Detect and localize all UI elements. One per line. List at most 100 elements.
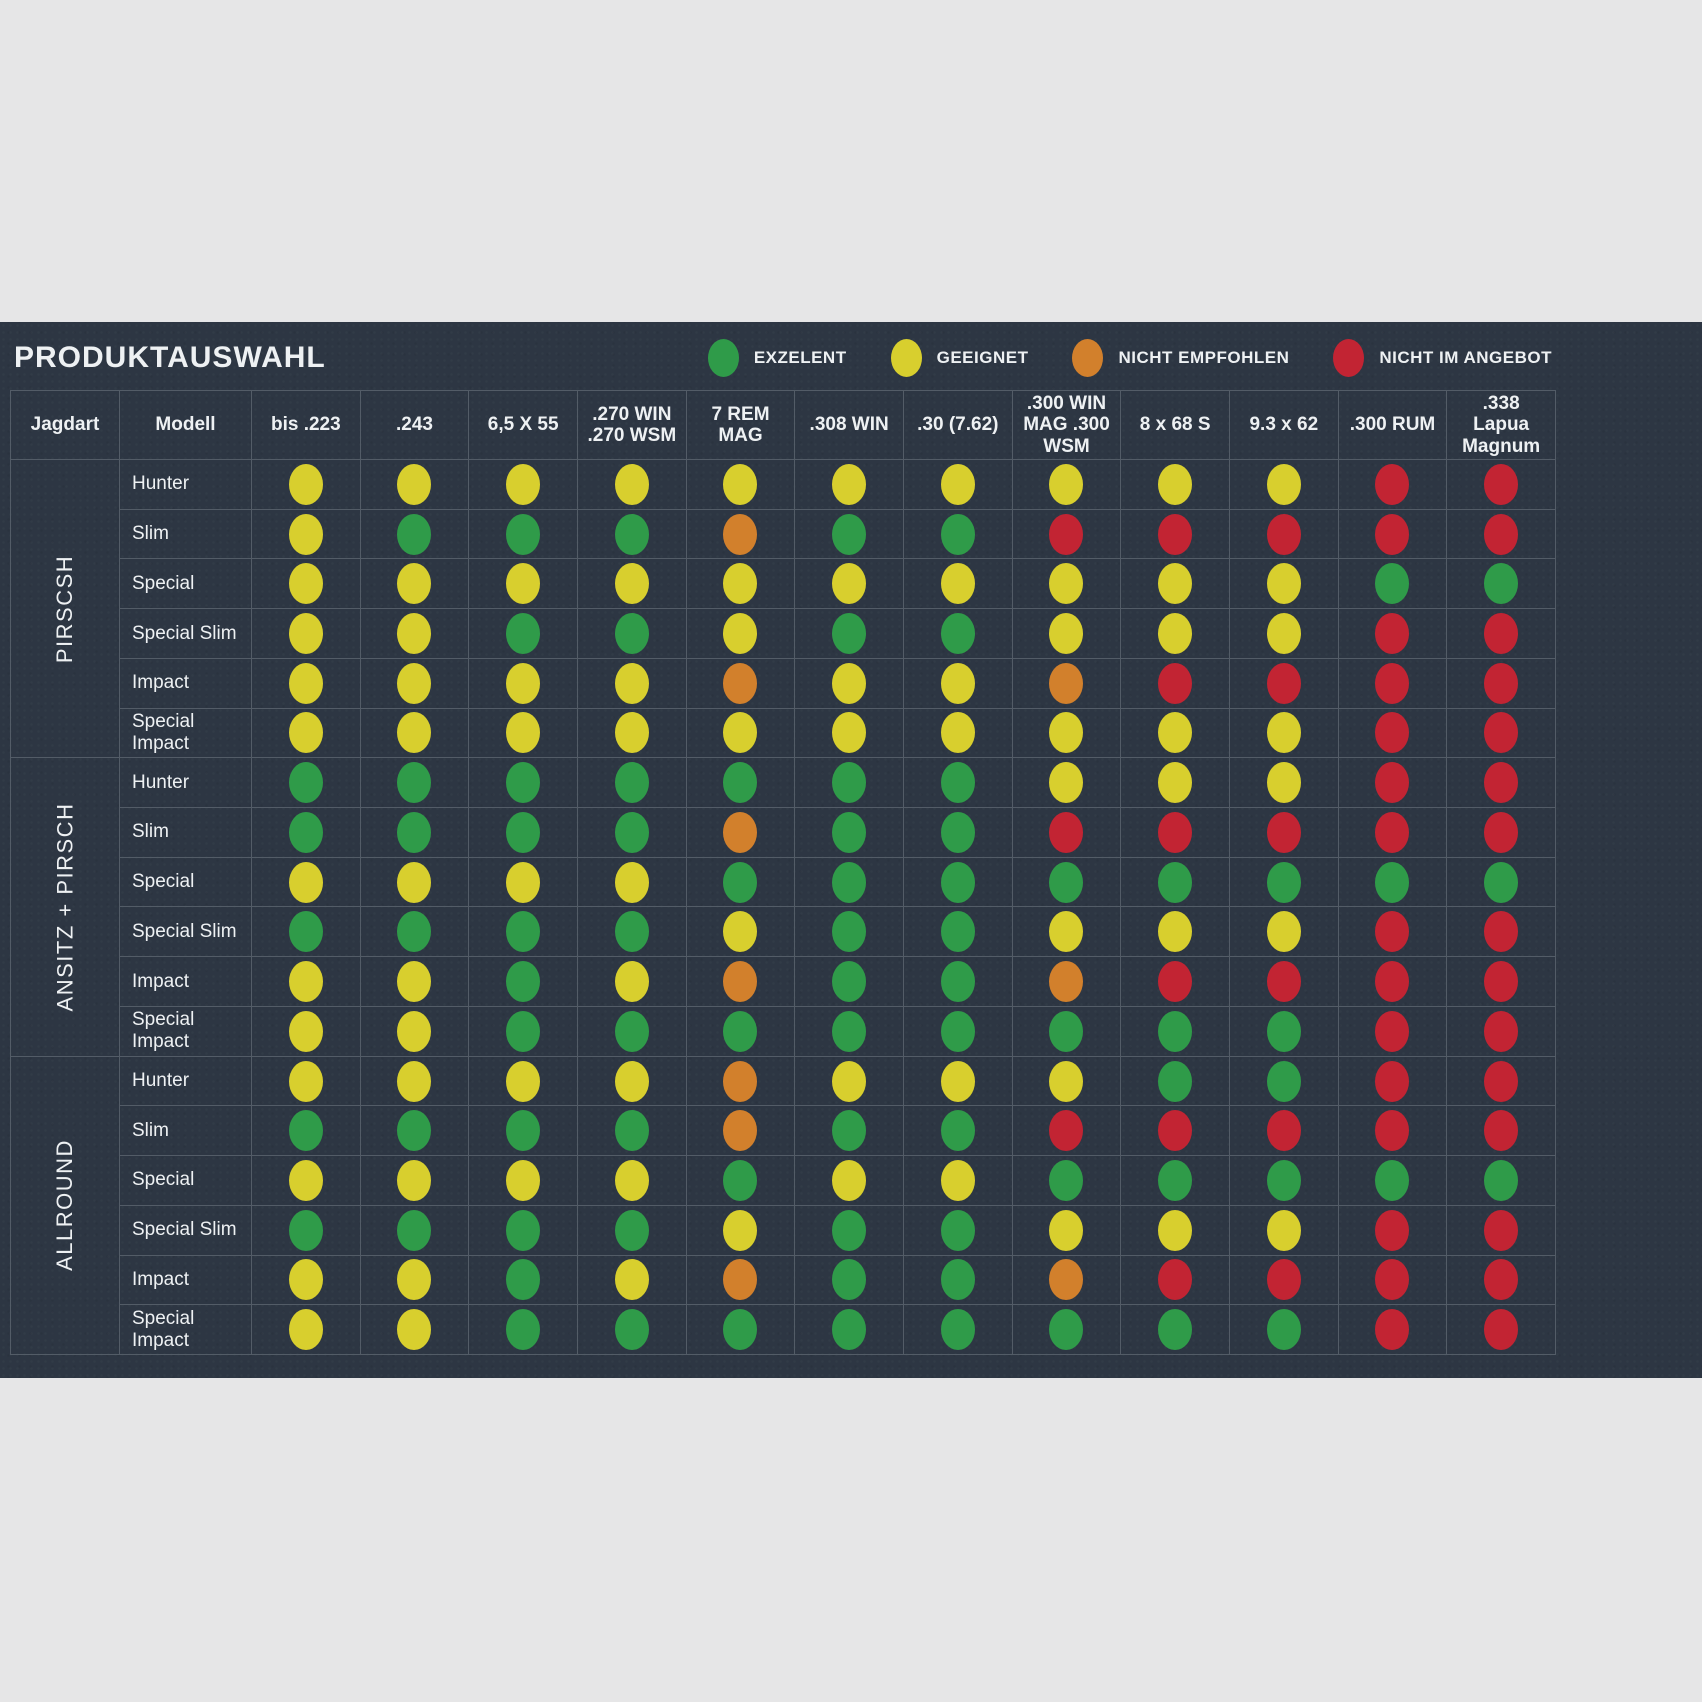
status-cell: [576, 807, 686, 857]
status-cell: [794, 856, 903, 907]
status-dot-geeignet: [832, 662, 867, 704]
status-dot-geeignet: [1158, 613, 1193, 655]
status-cell: [1228, 956, 1338, 1006]
status-dot-geeignet: [288, 513, 323, 555]
model-label-impact: Impact: [119, 956, 251, 1006]
status-dot-geeignet: [506, 712, 541, 754]
status-dot-geeignet: [1158, 463, 1193, 505]
status-cell: [1011, 657, 1121, 708]
status-dot-exzelent: [1158, 1159, 1193, 1201]
status-cell: [251, 1254, 360, 1305]
status-dot-exzelent: [832, 613, 867, 655]
status-dot-nicht-empfohlen: [723, 1060, 758, 1102]
status-dot-geeignet: [506, 1159, 541, 1201]
status-dot-exzelent: [506, 961, 541, 1003]
status-dot-geeignet: [397, 662, 432, 704]
status-dot-geeignet: [832, 712, 867, 754]
status-cell: [1011, 757, 1121, 808]
status-cell: [902, 1055, 1012, 1106]
status-dot-exzelent: [1375, 1159, 1410, 1201]
status-dot-exzelent: [1049, 1010, 1084, 1052]
status-dot-geeignet: [397, 463, 432, 505]
status-cell: [576, 906, 686, 957]
status-dot-exzelent: [1484, 861, 1519, 903]
status-cell: [1446, 1304, 1555, 1354]
status-cell: [1337, 1304, 1447, 1354]
status-dot-exzelent: [288, 911, 323, 953]
status-dot-exzelent: [832, 1309, 867, 1351]
status-dot-geeignet: [506, 463, 541, 505]
status-cell: [468, 807, 577, 857]
status-dot-exzelent: [506, 1259, 541, 1301]
status-dot-nicht-im-angebot: [1484, 1110, 1519, 1152]
status-cell: [251, 459, 360, 509]
status-cell: [468, 1105, 577, 1156]
status-dot-nicht-im-angebot: [1266, 811, 1301, 853]
status-dot-geeignet: [288, 1309, 323, 1351]
status-dot-geeignet: [288, 563, 323, 605]
status-dot-nicht-im-angebot: [1158, 811, 1193, 853]
status-cell: [1337, 558, 1447, 609]
status-cell: [1228, 508, 1338, 559]
status-cell: [359, 707, 469, 758]
status-cell: [902, 1105, 1012, 1156]
status-dot-exzelent: [1266, 1060, 1301, 1102]
status-cell: [468, 1204, 577, 1255]
status-cell: [468, 657, 577, 708]
status-dot-nicht-im-angebot: [1375, 1209, 1410, 1251]
legend-label: GEEIGNET: [936, 348, 1029, 367]
status-dot-geeignet: [1266, 463, 1301, 505]
status-dot-geeignet: [723, 463, 758, 505]
status-cell: [576, 856, 686, 907]
status-cell: [1120, 508, 1229, 559]
status-cell: [1228, 1005, 1338, 1056]
model-label-slim: Slim: [119, 1105, 251, 1156]
status-cell: [468, 1005, 577, 1056]
model-label-hunter: Hunter: [119, 757, 251, 808]
status-dot-nicht-im-angebot: [1484, 1259, 1519, 1301]
status-cell: [1446, 508, 1555, 559]
status-dot-exzelent: [1266, 1010, 1301, 1052]
status-cell: [251, 1204, 360, 1255]
status-dot-nicht-im-angebot: [1375, 1309, 1410, 1351]
column-header-338-lapua-magnum: .338 Lapua Magnum: [1446, 391, 1555, 459]
status-dot-geeignet: [1266, 911, 1301, 953]
status-dot-geeignet: [288, 961, 323, 1003]
status-cell: [1446, 1005, 1555, 1056]
status-dot-geeignet: [397, 1060, 432, 1102]
status-dot-exzelent: [1158, 1060, 1193, 1102]
status-cell: [685, 1254, 795, 1305]
status-cell: [685, 657, 795, 708]
status-cell: [685, 807, 795, 857]
status-dot-exzelent: [1266, 1309, 1301, 1351]
status-cell: [1337, 807, 1447, 857]
status-dot-nicht-im-angebot: [1484, 961, 1519, 1003]
status-dot-geeignet: [288, 463, 323, 505]
model-label-special: Special: [119, 856, 251, 907]
status-dot-nicht-im-angebot: [1375, 1010, 1410, 1052]
status-cell: [685, 459, 795, 509]
status-cell: [576, 1254, 686, 1305]
status-cell: [794, 1105, 903, 1156]
status-cell: [794, 956, 903, 1006]
status-dot-exzelent: [1484, 563, 1519, 605]
status-cell: [1337, 508, 1447, 559]
status-dot-nicht-im-angebot: [1375, 662, 1410, 704]
status-dot-geeignet: [1266, 613, 1301, 655]
page-title: PRODUKTAUSWAHL: [14, 341, 326, 374]
status-dot-geeignet: [288, 1010, 323, 1052]
status-cell: [468, 757, 577, 808]
status-dot-exzelent: [940, 1110, 975, 1152]
status-dot-exzelent: [1158, 861, 1193, 903]
model-label-special: Special: [119, 1155, 251, 1205]
status-dot-geeignet: [506, 861, 541, 903]
status-cell: [1337, 1155, 1447, 1205]
model-label-special-impact: Special Impact: [119, 1304, 251, 1354]
status-dot-nicht-im-angebot: [1049, 1110, 1084, 1152]
legend-dot-geeignet: [890, 339, 922, 377]
status-cell: [902, 956, 1012, 1006]
status-cell: [576, 707, 686, 758]
status-dot-nicht-empfohlen: [723, 1259, 758, 1301]
status-cell: [1337, 1254, 1447, 1305]
status-cell: [468, 856, 577, 907]
